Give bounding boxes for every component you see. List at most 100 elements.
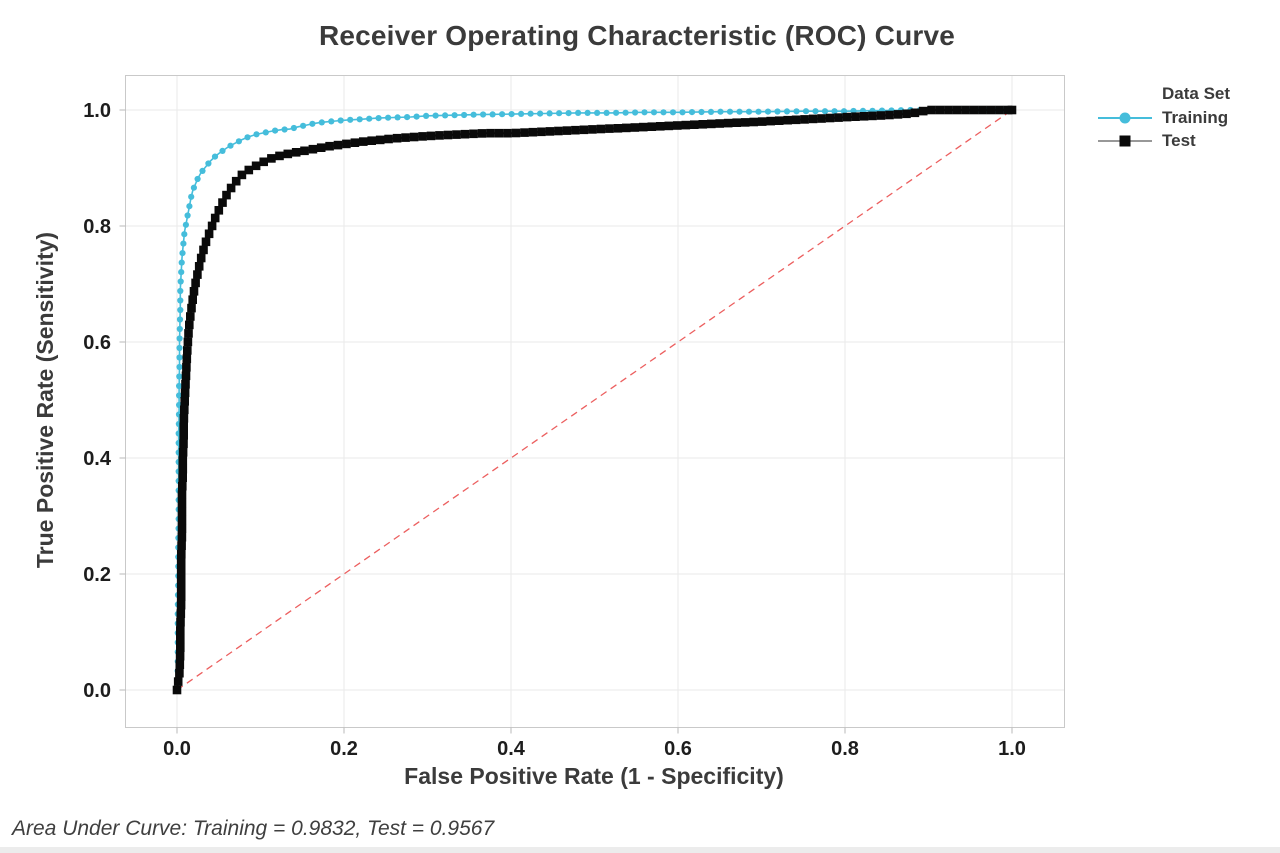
legend-item-test: Test [1096,129,1266,152]
test-point-marker [613,124,623,133]
training-point-marker [235,138,242,145]
training-point-marker [480,111,487,118]
test-point-marker [961,105,970,115]
test-point-marker [172,685,182,695]
training-point-marker [309,120,316,127]
test-point-marker [952,105,962,115]
test-marker-icon [1098,135,1152,146]
test-point-marker [885,110,894,120]
test-point-marker [179,431,188,440]
test-point-marker [177,490,187,499]
test-point-marker [175,660,185,669]
test-point-marker [690,120,699,129]
training-point-marker [180,240,187,247]
training-point-marker [764,108,772,115]
legend-item-training: Training [1096,106,1266,129]
training-point-marker [175,477,182,485]
training-point-marker [244,134,251,141]
test-point-marker [275,151,284,161]
test-point-marker [187,303,196,313]
training-curve-line [176,109,1012,691]
training-point-marker [565,110,572,117]
training-point-marker [983,106,990,114]
test-point-marker [333,140,343,150]
training-point-marker [470,111,477,118]
test-point-marker [300,146,309,156]
training-point-marker [318,119,325,126]
training-point-marker [176,335,183,342]
training-point-marker [175,439,182,447]
test-point-marker [732,118,741,127]
test-point-marker [375,135,385,145]
legend-label-test: Test [1162,130,1196,150]
training-point-marker [253,131,260,138]
test-point-marker [927,105,936,115]
training-point-marker [175,563,182,570]
training-point-marker [175,553,182,561]
test-point-marker [545,127,555,136]
training-point-marker [179,250,186,257]
legend-title: Data Set [1162,84,1231,103]
test-point-marker [196,253,206,263]
test-point-marker [757,117,767,126]
training-point-marker [356,116,363,123]
test-point-marker [267,154,276,163]
training-point-marker [859,107,867,114]
training-point-marker [300,122,307,129]
training-point-marker [199,167,206,174]
test-point-marker [180,405,189,415]
chart-title: Receiver Operating Characteristic (ROC) … [318,20,956,51]
test-point-marker [528,127,538,137]
test-point-marker [698,120,708,129]
test-point-marker [185,320,194,330]
training-point-marker [423,112,430,119]
test-point-marker [177,515,187,525]
training-point-marker [707,108,715,115]
y-tick-label: 0.4 [83,448,112,470]
training-point-marker [175,534,182,542]
bottom-edge-strip [0,847,1280,853]
training-point-marker [194,175,201,183]
test-point-marker [244,165,254,175]
training-point-marker [489,111,496,118]
test-point-marker [384,134,393,144]
training-point-marker [281,126,288,133]
test-point-marker [176,566,186,576]
test-point-marker [656,122,665,131]
training-point-marker [175,420,182,428]
training-point-marker [175,496,182,504]
training-point-marker [669,109,677,116]
test-point-marker [173,677,183,686]
test-point-marker [178,456,188,465]
test-point-marker [503,128,512,138]
test-point-marker [409,132,419,142]
test-point-marker [189,287,199,296]
training-point-marker [594,109,601,116]
training-point-marker [461,111,468,119]
x-tick-label: 1.0 [998,738,1026,760]
test-point-marker [664,121,674,131]
training-point-marker [603,109,610,116]
test-point-marker [817,114,826,123]
test-point-marker [978,105,987,115]
training-point-marker [878,107,886,114]
training-point-marker [290,124,297,132]
y-tick-label: 0.0 [83,680,111,702]
y-tick-label: 0.2 [83,564,111,586]
test-point-marker [180,397,189,406]
test-point-marker [579,125,589,135]
training-point-marker [556,110,563,117]
test-point-marker [443,130,453,140]
training-point-marker [174,591,182,599]
test-point-marker [944,105,953,115]
test-point-marker [259,157,268,167]
training-point-marker [688,109,696,116]
training-point-marker [717,108,724,115]
training-point-marker [219,147,226,154]
training-point-marker [175,430,182,437]
test-point-marker [181,371,191,381]
test-point-marker [622,123,631,133]
training-point-marker [174,601,181,608]
training-point-marker [184,212,191,219]
training-point-marker [935,106,943,114]
